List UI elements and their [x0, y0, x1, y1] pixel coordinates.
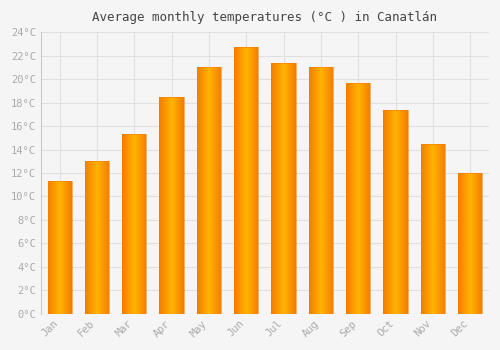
Bar [458, 173, 482, 314]
Bar [48, 181, 72, 314]
Bar [85, 161, 109, 314]
Bar [384, 110, 407, 314]
Bar [122, 134, 146, 314]
Bar [421, 144, 445, 314]
Bar [197, 68, 221, 314]
Bar [160, 97, 184, 314]
Bar [234, 48, 258, 314]
Bar [346, 83, 370, 314]
Bar [272, 63, 295, 314]
Bar [309, 68, 333, 314]
Title: Average monthly temperatures (°C ) in Canatlán: Average monthly temperatures (°C ) in Ca… [92, 11, 438, 24]
